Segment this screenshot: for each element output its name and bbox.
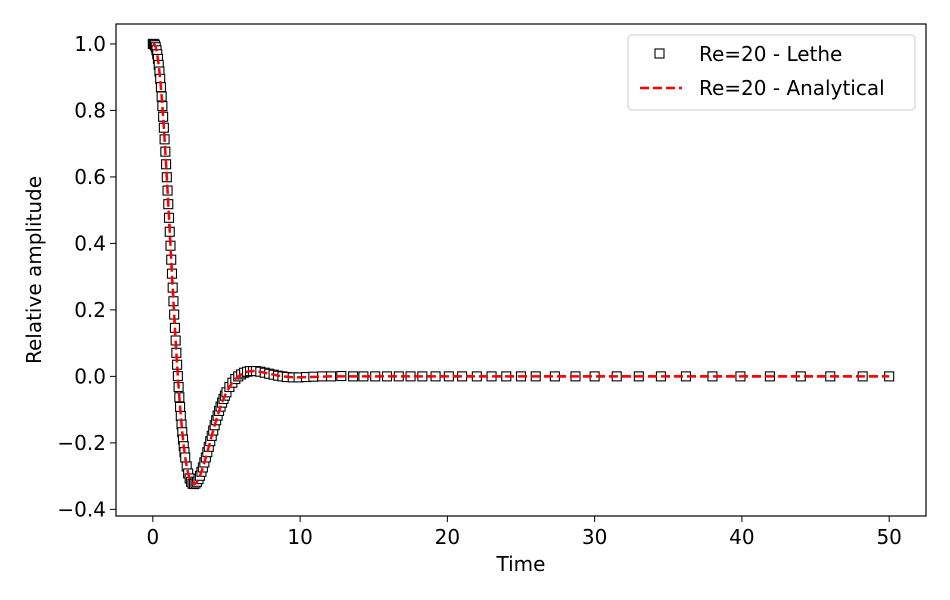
- y-tick-label: 0.2: [74, 298, 106, 322]
- x-tick-label: 40: [729, 525, 754, 549]
- y-tick-label: 1.0: [74, 32, 106, 56]
- y-tick-label: 0.4: [74, 231, 106, 255]
- y-tick-label: −0.4: [57, 497, 106, 521]
- x-tick-label: 0: [146, 525, 159, 549]
- plot-frame: [115, 23, 927, 517]
- x-tick-label: 50: [876, 525, 901, 549]
- legend-box: [627, 34, 916, 111]
- legend-marker-lethe: [654, 48, 665, 59]
- y-tick-label: 0.6: [74, 165, 106, 189]
- ticks-layer: 0 10 20 30 40 50 −0.4 −0.2 0.0 0.2 0.4 0.6 0.8 1.0: [57, 32, 901, 549]
- y-axis-label: Relative amplitude: [22, 176, 46, 364]
- x-axis-label: Time: [496, 552, 546, 576]
- series-line-analytical-overlay: [152, 42, 890, 486]
- x-tick-label: 10: [287, 525, 312, 549]
- x-tick-label: 30: [582, 525, 607, 549]
- legend-label-analytical: Re=20 - Analytical: [699, 76, 885, 100]
- y-tick-label: 0.0: [74, 364, 106, 388]
- x-tick-label: 20: [435, 525, 460, 549]
- legend: Re=20 - Lethe Re=20 - Analytical: [627, 34, 916, 111]
- y-tick-label: 0.8: [74, 98, 106, 122]
- series-layer: [147, 38, 895, 490]
- legend-label-lethe: Re=20 - Lethe: [699, 42, 842, 66]
- y-tick-label: −0.2: [57, 431, 106, 455]
